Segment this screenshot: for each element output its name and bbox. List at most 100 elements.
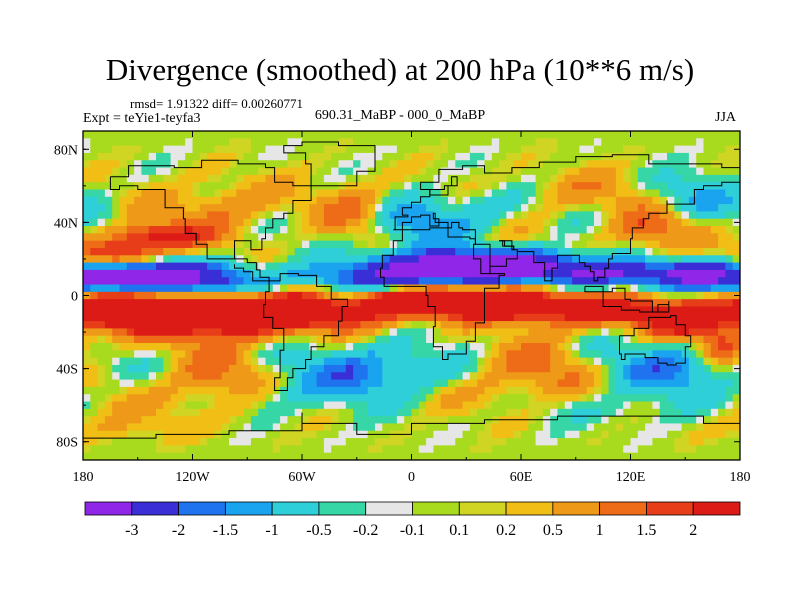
field-cell [732,226,740,234]
field-cell [681,167,690,176]
field-cell [214,386,223,395]
field-cell [214,372,223,381]
field-cell [83,445,91,454]
field-cell [718,138,726,147]
field-cell [185,372,194,381]
field-cell [119,255,128,264]
field-cell [455,438,464,446]
field-cell [521,430,529,439]
field-cell [214,394,223,403]
field-cell [287,277,296,286]
field-cell [148,350,157,359]
field-cell [272,226,281,234]
field-cell [90,335,99,344]
field-cell [462,262,471,271]
colorbar-label: -2 [172,522,185,539]
field-cell [272,189,281,198]
field-cell [645,430,653,439]
field-cell [550,145,559,154]
field-cell [375,394,383,403]
field-cell [345,240,354,249]
field-cell [163,262,172,271]
field-cell [345,262,354,271]
field-cell [418,321,427,329]
field-cell [572,313,580,322]
field-cell [550,299,559,308]
field-cell [163,138,172,147]
field-cell [367,269,376,278]
field-cell [141,343,150,351]
field-cell [258,291,267,300]
field-cell [484,262,493,271]
field-cell [199,167,208,176]
field-cell [557,277,566,286]
coastline-south-america [263,273,349,391]
field-cell [433,189,442,198]
field-cell [243,218,252,227]
field-cell [426,204,434,213]
field-cell [652,262,661,271]
field-cell [141,240,150,249]
field-cell [615,328,624,337]
field-cell [499,226,507,234]
field-cell [97,299,106,308]
field-cell [659,247,668,256]
field-cell [659,174,668,183]
field-cell [688,218,697,227]
field-cell [535,262,544,271]
field-cell [236,277,245,286]
field-cell [564,350,573,359]
field-cell [396,182,405,191]
field-cell [637,416,646,425]
field-cell [141,284,150,293]
field-cell [148,372,157,381]
field-cell [375,357,383,366]
field-cell [163,343,172,351]
field-cell [221,321,230,329]
field-cell [141,247,150,256]
field-cell [294,328,303,337]
field-cell [163,386,172,395]
field-cell [564,247,573,256]
field-cell [674,204,683,213]
field-cell [564,364,573,373]
field-cell [652,321,661,329]
field-cell [630,357,639,366]
field-cell [126,372,135,381]
field-cell [382,350,391,359]
field-cell [477,343,486,351]
field-cell [725,247,734,256]
field-cell [148,423,157,432]
field-cell [528,401,537,410]
field-cell [718,379,726,388]
field-cell [586,196,595,205]
field-cell [148,174,157,183]
period-label: 690.31_MaBP - 000_0_MaBP [314,108,486,123]
field-cell [236,386,245,395]
field-cell [375,131,383,139]
field-cell [112,343,121,351]
field-cell [382,240,391,249]
field-cell [652,401,661,410]
field-cell [287,328,296,337]
field-cell [272,284,281,293]
field-cell [732,269,740,278]
field-cell [521,372,529,381]
field-cell [579,291,588,300]
field-cell [360,240,369,249]
field-cell [448,167,456,176]
field-cell [703,416,712,425]
field-cell [645,174,653,183]
field-cell [192,255,201,264]
field-cell [367,247,376,256]
field-cell [725,218,734,227]
field-cell [112,416,121,425]
field-cell [550,394,559,403]
field-cell [550,408,559,417]
field-cell [236,335,245,344]
field-cell [353,335,361,344]
field-cell [207,138,215,147]
field-cell [637,233,646,242]
field-cell [345,430,354,439]
field-cell [258,284,267,293]
